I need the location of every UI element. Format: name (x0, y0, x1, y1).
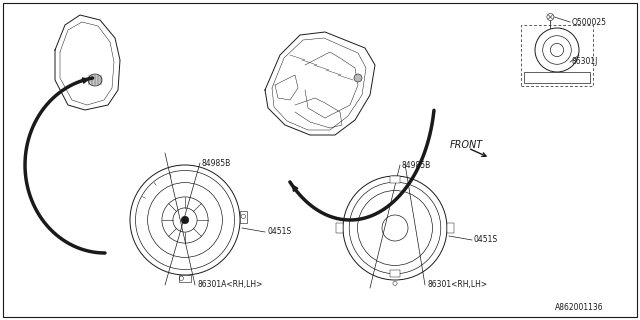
Text: FRONT: FRONT (450, 140, 483, 150)
Text: 86301J: 86301J (572, 58, 598, 67)
Bar (521, 25, 593, 86)
Text: 0451S: 0451S (267, 228, 291, 236)
Ellipse shape (88, 74, 102, 86)
Bar (390, 176, 400, 183)
Text: A862001136: A862001136 (555, 302, 604, 311)
Circle shape (354, 74, 362, 82)
Circle shape (547, 13, 554, 20)
Bar (336, 223, 343, 233)
Text: 0451S: 0451S (474, 236, 498, 244)
Circle shape (181, 216, 189, 224)
Bar (179, 275, 191, 282)
Bar (390, 270, 400, 276)
Text: Q500025: Q500025 (572, 18, 607, 27)
Text: 86301<RH,LH>: 86301<RH,LH> (427, 281, 487, 290)
Bar (240, 211, 246, 223)
Text: 84985B: 84985B (402, 161, 431, 170)
Bar (447, 223, 454, 233)
Text: 86301A<RH,LH>: 86301A<RH,LH> (197, 281, 262, 290)
Text: 84985B: 84985B (202, 158, 231, 167)
Bar (524, 72, 590, 83)
